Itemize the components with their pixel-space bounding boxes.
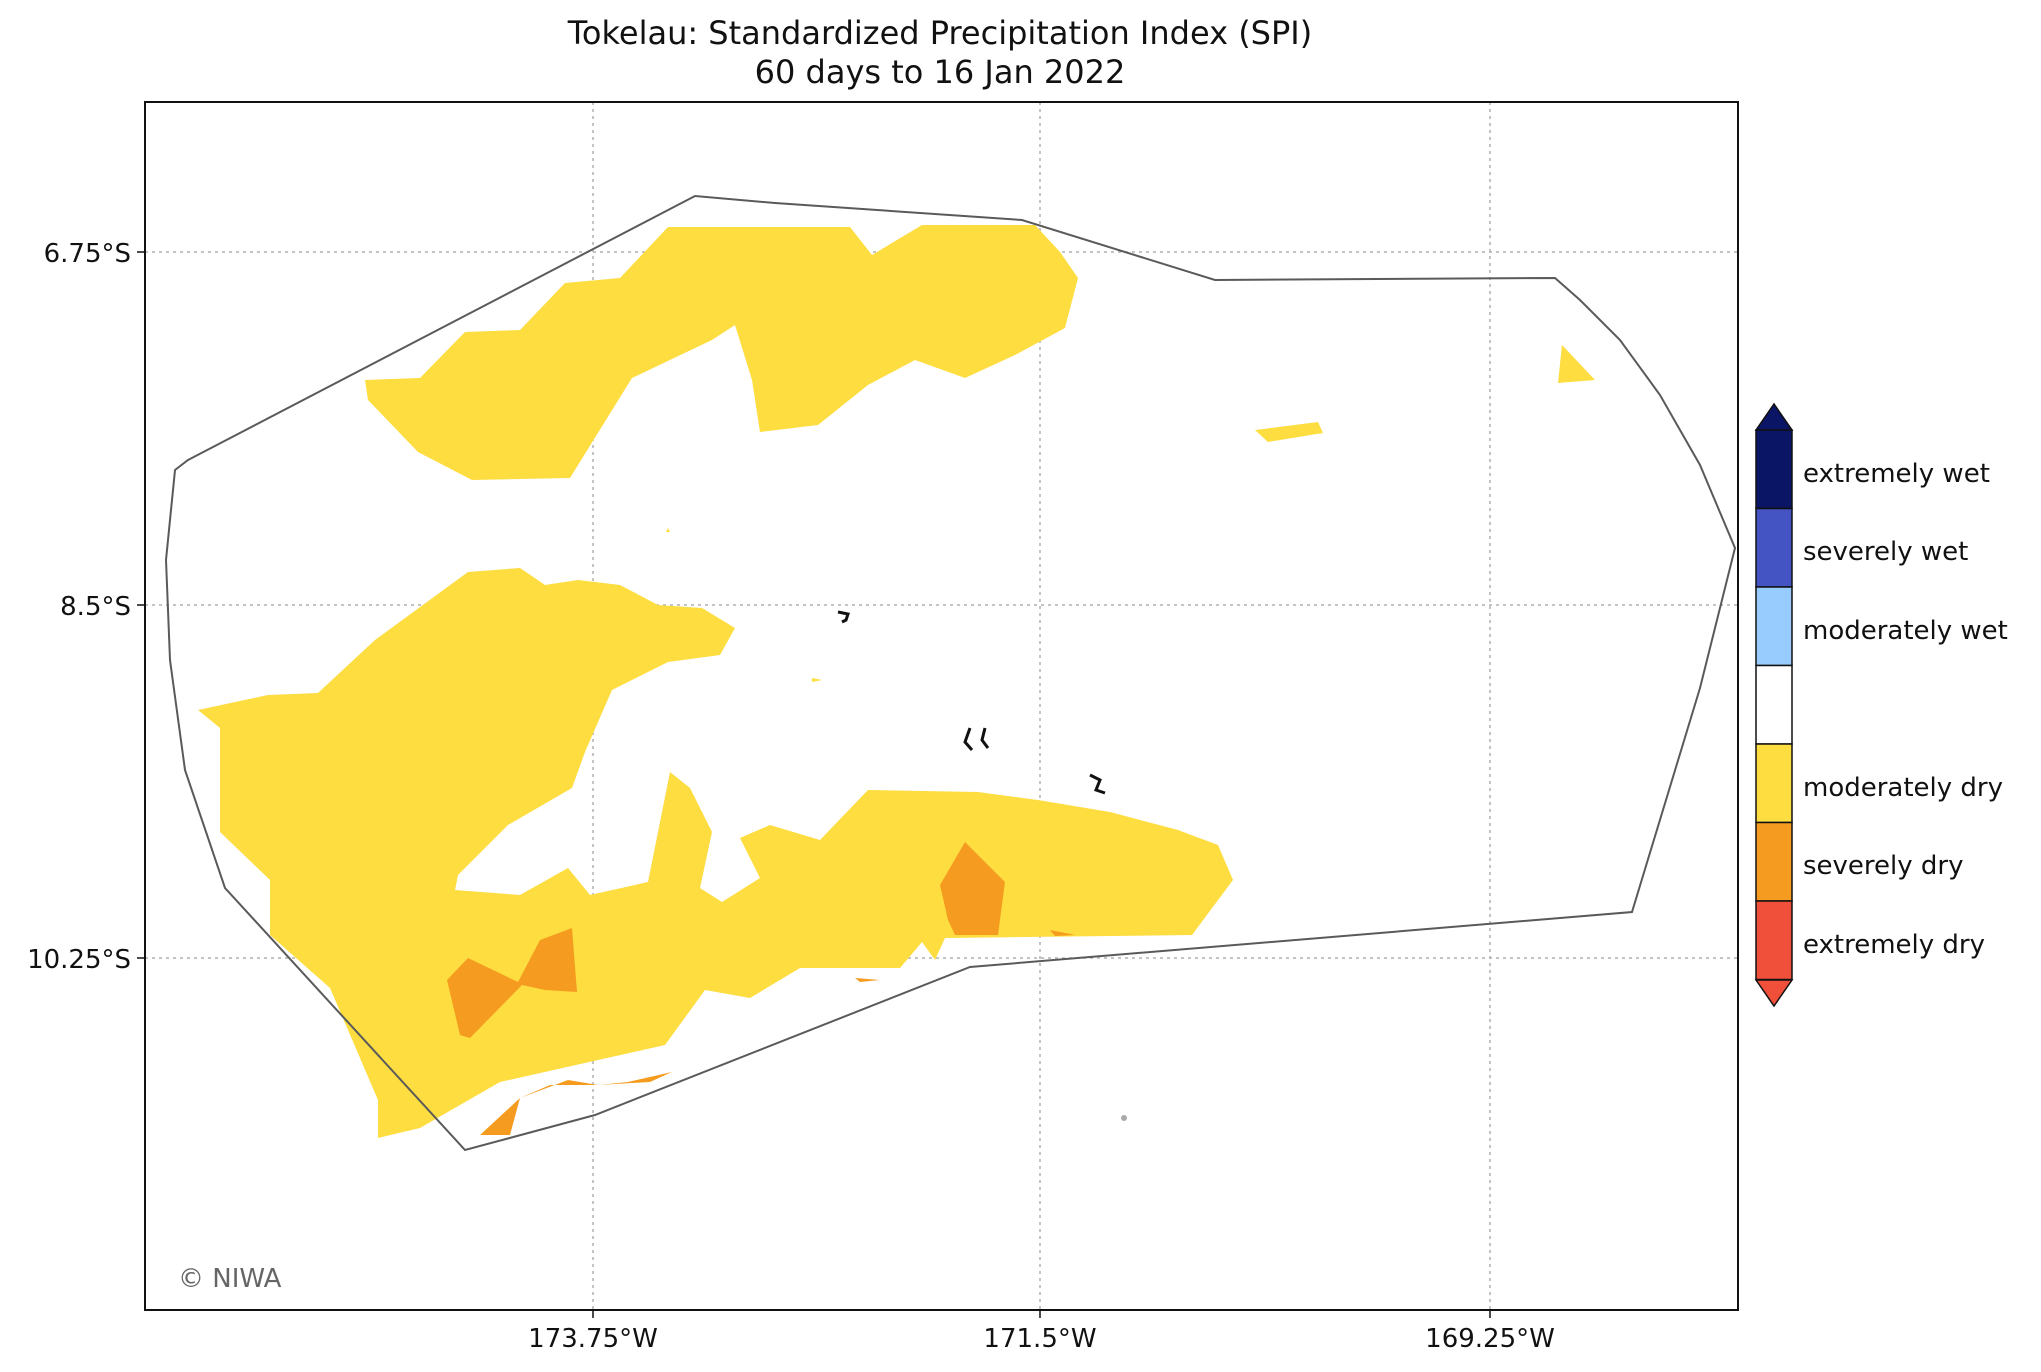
dry-region-far-east [1558, 345, 1595, 383]
legend-swatch [1755, 743, 1793, 824]
legend-swatch [1755, 429, 1793, 510]
x-tick-label: 171.5°W [983, 1324, 1096, 1354]
legend-label-extremely-wet: extremely wet [1803, 459, 1990, 489]
x-tick-label: 169.25°W [1425, 1324, 1555, 1354]
y-tick-label: 6.75°S [44, 239, 131, 269]
dry-speck-1 [666, 528, 670, 532]
dry-speck-2 [812, 678, 822, 682]
spi-legend: extremely wet severely wet moderately we… [1754, 402, 2008, 1008]
map-subtitle: 60 days to 16 Jan 2022 [754, 53, 1126, 91]
x-tick-labels: 173.75°W 171.5°W 169.25°W [528, 1310, 1555, 1354]
eez-boundary [164, 194, 1737, 1152]
severe-region-2 [940, 842, 1005, 935]
legend-swatch [1755, 507, 1793, 588]
legend-label-severely-wet: severely wet [1803, 537, 1968, 567]
severe-region-3 [480, 1072, 672, 1135]
dry-region-south [198, 568, 1233, 1138]
severe-region-5 [855, 978, 880, 982]
legend-label-moderately-wet: moderately wet [1803, 616, 2008, 646]
map-frame [144, 101, 1739, 1311]
legend-label-moderately-dry: moderately dry [1803, 773, 2003, 803]
x-tick-label: 173.75°W [528, 1324, 658, 1354]
niwa-credit: © NIWA [178, 1264, 282, 1294]
legend-swatch [1755, 900, 1793, 981]
swains-island-marker [1121, 1115, 1127, 1121]
atoll-nukunonu [963, 727, 990, 751]
y-tick-labels: 6.75°S 8.5°S 10.25°S [27, 239, 145, 975]
spi-severely-dry-regions [447, 842, 1075, 1135]
legend-swatch [1755, 664, 1793, 745]
legend-swatch [1755, 586, 1793, 667]
legend-label-severely-dry: severely dry [1803, 851, 1964, 881]
atoll-atafu [837, 610, 850, 624]
legend-dry-arrow [1754, 979, 1794, 1008]
legend-labels: extremely wet severely wet moderately we… [1803, 459, 2008, 960]
atolls [837, 610, 1106, 795]
map-title: Tokelau: Standardized Precipitation Inde… [567, 14, 1313, 52]
dry-region-north [365, 225, 1078, 480]
severe-region-4 [1050, 930, 1075, 936]
severe-region-1 [447, 928, 577, 1038]
atoll-fakaofo [1089, 773, 1106, 795]
legend-swatch [1755, 821, 1793, 902]
dry-region-east-small [1255, 422, 1323, 442]
y-tick-label: 10.25°S [27, 945, 131, 975]
legend-label-extremely-dry: extremely dry [1803, 930, 1985, 960]
spi-moderately-dry-regions [198, 225, 1595, 1138]
y-tick-label: 8.5°S [60, 592, 131, 622]
legend-wet-arrow [1754, 402, 1794, 431]
map-area: © NIWA [144, 101, 1739, 1311]
legend-swatches [1755, 429, 1793, 981]
